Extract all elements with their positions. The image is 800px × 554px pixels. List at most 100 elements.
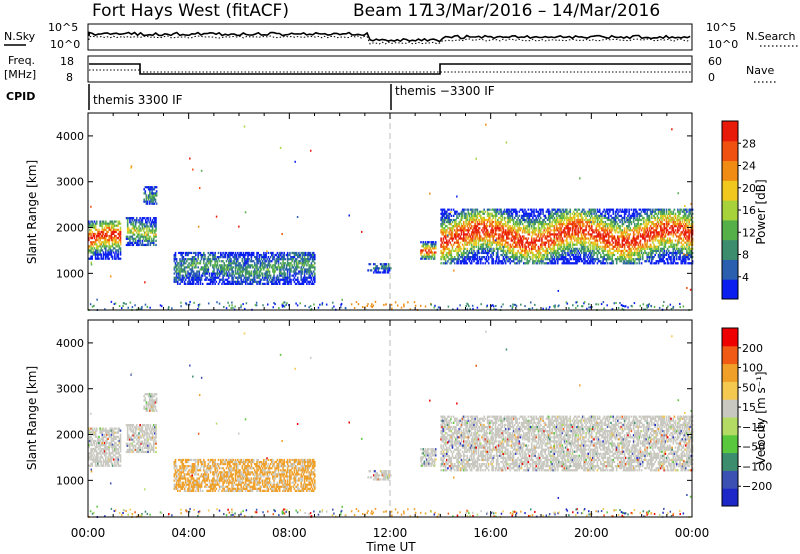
power-cell <box>504 262 507 265</box>
power-cell <box>95 236 98 240</box>
power-cell <box>532 253 534 257</box>
power-cell <box>233 256 236 259</box>
power-cell <box>566 241 568 244</box>
power-cell <box>278 256 281 259</box>
power-cell <box>563 214 566 217</box>
power-cell <box>567 249 569 253</box>
power-cell <box>629 214 632 217</box>
power-cell <box>234 268 237 271</box>
power-cell <box>184 266 187 269</box>
power-cell <box>149 192 151 195</box>
power-cell <box>466 262 468 265</box>
power-cell <box>274 260 276 263</box>
power-cell <box>592 260 594 263</box>
power-cell <box>500 253 502 257</box>
power-cell <box>475 214 478 217</box>
power-cell <box>547 210 550 213</box>
power-cell <box>239 270 241 273</box>
power-cell <box>445 239 448 242</box>
power-cell <box>441 208 444 211</box>
power-cell <box>538 237 541 240</box>
power-cell <box>285 264 288 267</box>
power-cell <box>562 223 565 226</box>
power-cell <box>232 262 235 265</box>
power-cell <box>283 262 286 265</box>
power-cell <box>442 237 445 240</box>
power-cell <box>501 237 504 240</box>
power-cell <box>516 243 518 246</box>
power-cell <box>518 258 521 261</box>
power-cell <box>523 237 525 240</box>
power-cell <box>553 229 556 232</box>
power-cell <box>576 258 578 261</box>
power-cell <box>287 280 290 283</box>
power-cell <box>174 262 177 265</box>
power-cell <box>210 278 213 281</box>
power-cell <box>264 262 266 265</box>
power-cell <box>151 192 153 195</box>
power-cell <box>384 271 386 274</box>
power-cell <box>132 233 135 236</box>
power-cell <box>239 274 241 277</box>
power-cell <box>518 262 521 265</box>
power-cell <box>312 253 315 257</box>
power-cell <box>465 218 467 222</box>
power-cell <box>611 247 613 250</box>
power-cell <box>241 258 244 261</box>
power-cell <box>635 243 637 246</box>
power-cell <box>627 241 629 244</box>
power-cell <box>195 272 197 275</box>
power-cell <box>587 225 590 228</box>
power-cell <box>578 220 581 224</box>
power-cell <box>577 241 579 244</box>
power-cell <box>629 247 632 250</box>
power-cell <box>265 276 267 279</box>
power-cell <box>483 247 485 250</box>
power-cell <box>150 225 153 228</box>
power-cell <box>143 192 145 195</box>
power-cell <box>603 223 606 226</box>
power-cell <box>564 251 567 255</box>
power-cell <box>526 216 529 220</box>
power-cell <box>498 258 500 261</box>
power-cell <box>251 260 254 263</box>
power-cell <box>259 274 262 277</box>
power-cell <box>485 260 488 263</box>
power-cell <box>92 224 95 227</box>
power-cell <box>605 258 608 261</box>
power-cell <box>453 210 456 213</box>
power-cell <box>552 243 555 246</box>
power-cell <box>604 253 607 257</box>
power-cell <box>464 260 466 263</box>
power-cell <box>506 245 508 248</box>
power-cell <box>586 262 589 265</box>
power-cell <box>150 192 152 195</box>
power-cell <box>131 231 134 234</box>
power-cell <box>312 260 315 263</box>
power-cell <box>555 233 558 236</box>
power-cell <box>534 260 536 263</box>
power-cell <box>610 235 612 238</box>
power-cell <box>530 247 533 250</box>
power-cell <box>307 260 309 263</box>
power-cell <box>486 220 489 224</box>
power-cell <box>297 262 299 265</box>
power-cell <box>510 210 513 213</box>
power-cell <box>267 276 270 279</box>
power-cell <box>600 241 602 244</box>
power-cell <box>182 270 185 273</box>
power-cell <box>606 223 609 226</box>
power-cell <box>196 262 198 265</box>
power-cell <box>494 223 497 226</box>
power-cell <box>229 258 231 261</box>
power-cell <box>483 227 485 230</box>
power-cell <box>503 216 506 220</box>
power-cell <box>451 227 454 230</box>
power-cell <box>302 276 305 279</box>
power-cell <box>558 235 560 238</box>
power-cell <box>88 220 90 223</box>
power-cell <box>383 267 385 270</box>
power-cell <box>213 264 215 267</box>
power-cell <box>193 258 196 261</box>
power-cell <box>93 241 96 244</box>
